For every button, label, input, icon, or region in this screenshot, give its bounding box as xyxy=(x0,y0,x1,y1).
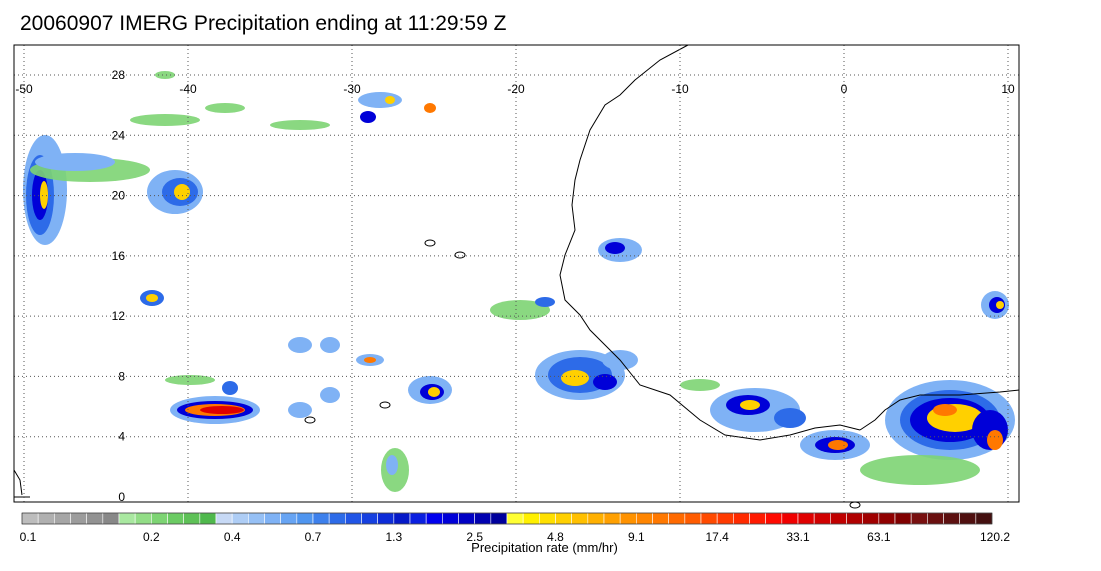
coastline-layer xyxy=(13,44,1020,509)
colorbar-swatch xyxy=(167,512,184,525)
colorbar-swatch xyxy=(716,512,734,525)
lat-tick-label: 12 xyxy=(112,309,126,323)
colorbar-swatch xyxy=(878,512,896,525)
colorbar-tick-label: 4.8 xyxy=(547,530,564,544)
colorbar-swatch xyxy=(54,512,71,525)
colorbar-swatch xyxy=(296,512,314,525)
colorbar-swatch xyxy=(248,512,265,525)
lon-tick-label: -20 xyxy=(507,82,525,96)
colorbar-swatch xyxy=(733,512,750,525)
lat-tick-label: 28 xyxy=(112,68,126,82)
colorbar-swatch xyxy=(959,512,977,525)
colorbar-swatch xyxy=(458,512,475,525)
colorbar-swatch xyxy=(797,512,815,525)
colorbar-swatch xyxy=(264,512,281,525)
colorbar-swatch xyxy=(328,512,346,525)
colorbar-tick-label: 1.3 xyxy=(385,530,402,544)
colorbar-swatch xyxy=(522,512,540,525)
colorbar-tick-label: 17.4 xyxy=(705,530,729,544)
colorbar-swatch xyxy=(506,512,524,525)
colorbar-swatch xyxy=(619,512,637,525)
lat-tick-label: 16 xyxy=(112,249,126,263)
colorbar-swatch xyxy=(636,512,653,525)
colorbar-swatch xyxy=(118,512,136,525)
colorbar-swatch xyxy=(215,512,233,525)
colorbar-swatch xyxy=(846,512,863,525)
colorbar-swatch xyxy=(700,512,718,525)
colorbar-label: Precipitation rate (mm/hr) xyxy=(471,540,618,555)
colorbar-swatch xyxy=(975,512,993,525)
colorbar-swatch xyxy=(765,512,783,525)
lon-tick-label: 10 xyxy=(1001,82,1015,96)
colorbar-swatch xyxy=(749,512,766,525)
lat-tick-label: 20 xyxy=(112,189,126,203)
colorbar-swatch xyxy=(199,512,217,525)
colorbar-swatch xyxy=(603,512,621,525)
colorbar-swatch xyxy=(490,512,508,525)
colorbar-swatch xyxy=(862,512,880,525)
colorbar-swatch xyxy=(425,512,443,525)
colorbar-swatch xyxy=(781,512,799,525)
precipitation-layer xyxy=(23,71,1015,492)
lon-tick-label: -50 xyxy=(15,82,33,96)
colorbar-swatch xyxy=(910,512,928,525)
colorbar-swatch xyxy=(183,512,201,525)
colorbar-swatch xyxy=(70,512,87,525)
colorbar-tick-label: 0.7 xyxy=(305,530,322,544)
colorbar-swatch xyxy=(312,512,330,525)
colorbar-swatch xyxy=(151,512,168,525)
colorbar-swatch xyxy=(894,512,912,525)
colorbar-swatch xyxy=(361,512,378,525)
colorbar-swatch xyxy=(571,512,589,525)
colorbar-tick-label: 2.5 xyxy=(466,530,483,544)
colorbar-tick-label: 0.4 xyxy=(224,530,241,544)
colorbar-swatch xyxy=(684,512,702,525)
colorbar-swatch xyxy=(555,512,572,525)
map-title: 20060907 IMERG Precipitation ending at 1… xyxy=(20,12,507,35)
colorbar-swatch xyxy=(134,512,152,525)
colorbar-swatch xyxy=(102,512,120,525)
grid-layer: -50 -40 -30 -20 -10 0 10 0 4 8 12 16 20 24 28 xyxy=(14,45,1019,504)
map-frame xyxy=(13,44,1020,503)
colorbar-tick-label: 120.2 xyxy=(980,530,1010,544)
colorbar-tick-label: 33.1 xyxy=(786,530,810,544)
lat-tick-label: 24 xyxy=(112,128,126,142)
lon-tick-label: -30 xyxy=(343,82,361,96)
colorbar-swatch xyxy=(474,512,492,525)
colorbar-swatch xyxy=(345,512,362,525)
colorbar-swatch xyxy=(37,512,55,525)
colorbar-swatch xyxy=(927,512,944,525)
lon-tick-label: 0 xyxy=(841,82,848,96)
colorbar-tick-label: 9.1 xyxy=(628,530,645,544)
colorbar-swatch xyxy=(830,512,847,525)
colorbar-swatch xyxy=(393,512,411,525)
lat-tick-label: 8 xyxy=(118,369,125,383)
colorbar-swatch xyxy=(668,512,686,525)
lon-tick-label: -40 xyxy=(179,82,197,96)
colorbar-swatch xyxy=(86,512,104,525)
colorbar-swatch xyxy=(21,512,39,525)
colorbar-tick-label: 0.2 xyxy=(143,530,160,544)
colorbar-swatch xyxy=(409,512,427,525)
colorbar-tick-label: 63.1 xyxy=(867,530,891,544)
colorbar-swatch xyxy=(813,512,831,525)
colorbar-swatch xyxy=(377,512,395,525)
colorbar-swatch xyxy=(587,512,605,525)
colorbar-swatch xyxy=(442,512,459,525)
colorbar-swatch xyxy=(652,512,669,525)
colorbar-swatch xyxy=(539,512,556,525)
colorbar-swatch xyxy=(943,512,960,525)
colorbar: 0.1 0.2 0.4 0.7 1.3 2.5 4.8 9.1 17.4 33.1 63.1 120.… xyxy=(20,512,1010,544)
colorbar-swatch xyxy=(231,512,249,525)
lat-tick-label: 0 xyxy=(118,490,125,504)
colorbar-tick-label: 0.1 xyxy=(20,530,37,544)
lat-tick-label: 4 xyxy=(118,430,125,444)
lon-tick-label: -10 xyxy=(671,82,689,96)
colorbar-swatch xyxy=(280,512,298,525)
